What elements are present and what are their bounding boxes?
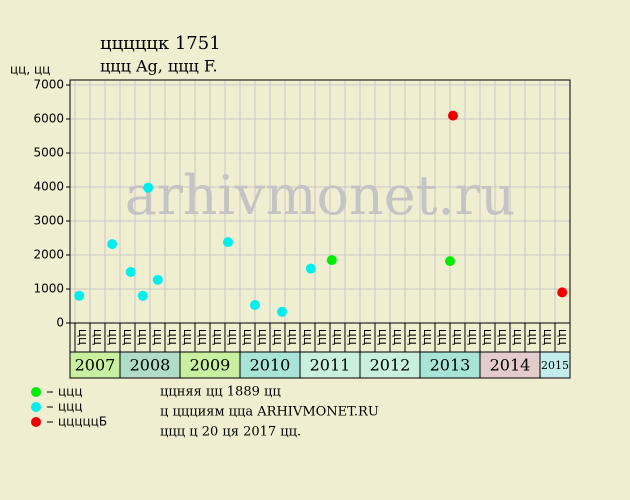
y-axis-label: цц, цц: [10, 63, 50, 77]
y-tick-label: 6000: [33, 112, 64, 126]
legend-marker: [31, 387, 41, 397]
column-label: цц: [151, 329, 165, 345]
plot-frame: [69, 79, 571, 324]
column-label: цц: [166, 329, 180, 345]
column-label: цц: [436, 329, 450, 345]
year-label: 2010: [250, 356, 291, 375]
note: ц ццциям цца ARHIVMONET.RU: [160, 405, 379, 420]
year-label: 2008: [130, 356, 171, 375]
year-label: 2013: [430, 356, 471, 375]
note: ццц ц 20 ця 2017 цц.: [160, 425, 301, 440]
year-label: 2007: [75, 356, 116, 375]
point: [557, 287, 568, 298]
legend-label: ццц: [58, 385, 83, 399]
year-band: [69, 351, 121, 379]
column-label: цц: [301, 329, 315, 345]
column-label: цц: [481, 329, 495, 345]
year-band: [119, 351, 181, 379]
y-tick-label: 3000: [33, 214, 64, 228]
year-band: [179, 351, 241, 379]
column-label: цц: [211, 329, 225, 345]
column-label: цц: [466, 329, 480, 345]
point: [125, 267, 136, 277]
column-label: цц: [526, 329, 540, 345]
chart-subtitle: ццц Ag, ццц F.: [100, 57, 218, 76]
column-label: цц: [451, 329, 465, 345]
watermark: arhivmonet.ru: [125, 164, 515, 227]
legend-label: цццццБ: [58, 415, 107, 429]
year-label: 2012: [370, 356, 411, 375]
point: [305, 263, 316, 274]
column-label: цц: [91, 329, 105, 345]
column-label: цц: [406, 329, 420, 345]
column-label: цц: [496, 329, 510, 345]
column-label: цц: [361, 329, 375, 345]
chart-title: цццццк 1751: [100, 33, 221, 54]
y-tick-label: 7000: [33, 78, 64, 92]
y-tick-label: 1000: [33, 282, 64, 296]
column-label: цц: [76, 329, 90, 345]
plot-area: [70, 80, 570, 323]
column-label: цц: [286, 329, 300, 345]
point: [326, 255, 337, 266]
point: [249, 299, 260, 310]
year-label: 2015: [541, 359, 569, 372]
year-band: [539, 351, 571, 379]
note: ццняя цц 1889 цц: [160, 385, 281, 400]
point: [444, 256, 455, 267]
point: [137, 290, 148, 301]
point: [74, 290, 85, 301]
y-tick-label: 0: [56, 316, 64, 330]
column-label: цц: [136, 329, 150, 345]
column-label: цц: [331, 329, 345, 345]
point: [222, 237, 233, 248]
column-label: цц: [121, 329, 135, 345]
column-label: цц: [181, 329, 195, 345]
legend-marker: [31, 417, 41, 427]
column-label: цц: [421, 329, 435, 345]
point: [447, 110, 458, 121]
point: [152, 274, 163, 285]
point: [276, 306, 287, 317]
year-label: 2014: [490, 356, 531, 375]
column-label: цц: [346, 329, 360, 345]
column-label: цц: [376, 329, 390, 345]
column-label: цц: [196, 329, 210, 345]
column-label: цц: [511, 329, 525, 345]
column-label: цц: [316, 329, 330, 345]
legend-marker: [31, 402, 41, 412]
column-label: цц: [106, 329, 120, 345]
year-band: [359, 351, 421, 379]
column-label: цц: [391, 329, 405, 345]
column-label: цц: [541, 329, 555, 345]
point: [143, 182, 154, 193]
point: [107, 239, 118, 250]
y-tick-label: 2000: [33, 248, 64, 262]
column-label: цц: [256, 329, 270, 345]
y-tick-label: 4000: [33, 180, 64, 194]
column-label: цц: [556, 329, 570, 345]
year-band: [239, 351, 301, 379]
column-label: цц: [226, 329, 240, 345]
y-tick-label: 5000: [33, 146, 64, 160]
column-label: цц: [241, 329, 255, 345]
legend-label: ццц: [58, 400, 83, 414]
column-label: цц: [271, 329, 285, 345]
year-label: 2011: [310, 356, 351, 375]
year-label: 2009: [190, 356, 231, 375]
